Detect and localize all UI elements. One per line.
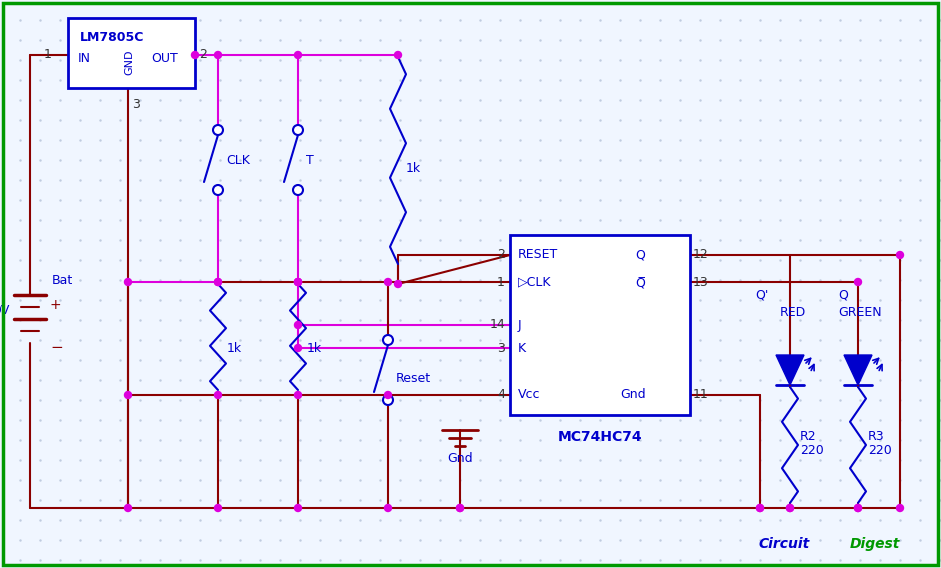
Circle shape: [293, 125, 303, 135]
Text: Digest: Digest: [850, 537, 900, 551]
Circle shape: [213, 185, 223, 195]
Text: MC74HC74: MC74HC74: [558, 430, 643, 444]
Circle shape: [295, 321, 301, 328]
Text: 11: 11: [693, 389, 709, 402]
Text: OUT: OUT: [151, 52, 178, 65]
Text: GND: GND: [124, 49, 134, 75]
Circle shape: [787, 504, 793, 512]
Text: CLK: CLK: [226, 153, 250, 166]
Text: R2: R2: [800, 431, 817, 444]
Polygon shape: [776, 355, 804, 385]
Text: 2: 2: [497, 249, 505, 261]
Circle shape: [215, 52, 221, 59]
Text: 1k: 1k: [406, 162, 422, 176]
Bar: [68, 18, 195, 88]
Text: 3: 3: [132, 98, 140, 111]
Circle shape: [215, 278, 221, 286]
Text: 9V: 9V: [0, 303, 10, 316]
Circle shape: [215, 278, 221, 286]
Circle shape: [124, 278, 132, 286]
Text: IN: IN: [78, 52, 91, 65]
Circle shape: [385, 391, 391, 399]
Circle shape: [456, 504, 464, 512]
Circle shape: [383, 335, 393, 345]
Circle shape: [192, 52, 199, 59]
Circle shape: [385, 504, 391, 512]
Text: +: +: [50, 298, 61, 312]
Text: 12: 12: [693, 249, 709, 261]
Text: K: K: [518, 341, 526, 354]
Text: 13: 13: [693, 275, 709, 289]
Text: 220: 220: [800, 445, 823, 457]
Circle shape: [757, 504, 763, 512]
Text: Q': Q': [755, 289, 769, 302]
Circle shape: [295, 391, 301, 399]
Circle shape: [757, 504, 763, 512]
Circle shape: [394, 52, 402, 59]
Text: 220: 220: [868, 445, 892, 457]
Bar: [510, 235, 690, 415]
Circle shape: [293, 185, 303, 195]
Text: 1k: 1k: [227, 341, 242, 354]
Circle shape: [854, 504, 862, 512]
Text: Vcc: Vcc: [518, 389, 540, 402]
Circle shape: [215, 504, 221, 512]
Text: LM7805C: LM7805C: [80, 31, 144, 44]
Circle shape: [854, 278, 862, 286]
Text: 2: 2: [199, 48, 207, 61]
Circle shape: [124, 391, 132, 399]
Text: R3: R3: [868, 431, 885, 444]
Text: 3: 3: [497, 341, 505, 354]
Circle shape: [215, 391, 221, 399]
Polygon shape: [844, 355, 872, 385]
Circle shape: [897, 252, 903, 258]
Circle shape: [295, 52, 301, 59]
Text: Reset: Reset: [396, 371, 431, 385]
Text: RED: RED: [780, 307, 806, 319]
Text: Circuit: Circuit: [758, 537, 810, 551]
Circle shape: [295, 278, 301, 286]
Text: 14: 14: [489, 319, 505, 332]
Text: T: T: [306, 153, 313, 166]
Text: −: −: [50, 340, 63, 356]
Text: Q: Q: [838, 289, 848, 302]
Circle shape: [295, 345, 301, 352]
Circle shape: [295, 504, 301, 512]
Circle shape: [213, 125, 223, 135]
Text: GREEN: GREEN: [838, 307, 882, 319]
Circle shape: [383, 395, 393, 405]
Circle shape: [295, 278, 301, 286]
Text: J: J: [518, 319, 521, 332]
Circle shape: [124, 504, 132, 512]
Circle shape: [456, 504, 464, 512]
Circle shape: [394, 281, 402, 287]
Text: ▷CLK: ▷CLK: [518, 275, 551, 289]
Text: 1k: 1k: [307, 341, 322, 354]
Text: 1: 1: [44, 48, 52, 61]
Text: 1: 1: [497, 275, 505, 289]
Text: Q: Q: [635, 249, 645, 261]
Text: Bat: Bat: [52, 274, 73, 286]
Text: 4: 4: [497, 389, 505, 402]
Text: Gnd: Gnd: [447, 453, 472, 466]
Text: Gnd: Gnd: [620, 389, 646, 402]
Circle shape: [854, 504, 862, 512]
Text: RESET: RESET: [518, 249, 558, 261]
Circle shape: [295, 278, 301, 286]
Circle shape: [897, 504, 903, 512]
Text: Q̅: Q̅: [635, 278, 645, 290]
Circle shape: [787, 504, 793, 512]
Circle shape: [385, 278, 391, 286]
